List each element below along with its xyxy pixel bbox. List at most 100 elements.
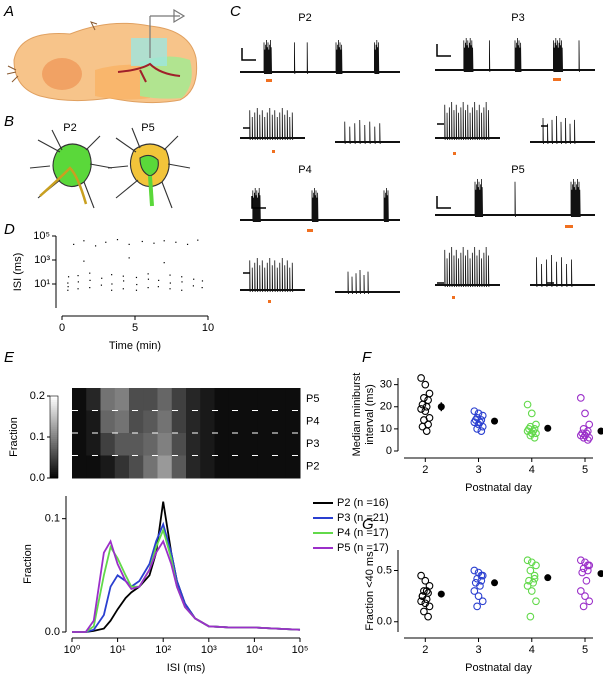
data-point — [477, 571, 486, 580]
data-point — [418, 592, 427, 600]
data-point — [163, 240, 165, 242]
colorbar-strip — [50, 398, 58, 401]
voltage-trace — [435, 37, 595, 73]
x-tick-label: 10⁰ — [64, 644, 81, 656]
heatmap-cell — [86, 410, 101, 434]
x-tick-label: 10¹ — [110, 644, 126, 656]
row-label: P5 — [306, 393, 319, 405]
heatmap-cell — [243, 455, 258, 479]
colorbar-strip — [50, 447, 58, 450]
panel-label: A — [3, 3, 14, 20]
x-tick-label: 0 — [59, 322, 65, 334]
data-point — [147, 273, 149, 275]
data-point — [530, 574, 539, 583]
data-point — [122, 275, 124, 277]
data-point — [153, 242, 155, 244]
colorbar-strip — [50, 404, 58, 407]
data-point — [417, 405, 425, 413]
data-point — [197, 239, 199, 241]
data-point — [136, 283, 138, 286]
colorbar-strip — [50, 439, 58, 442]
data-point — [94, 245, 97, 247]
colorbar-strip — [50, 428, 58, 432]
heatmap-cell — [285, 410, 301, 434]
data-point — [201, 280, 204, 282]
burst-marker — [452, 296, 455, 299]
heatmap-cell — [243, 410, 258, 434]
legend-label: P2 (n =16) — [337, 497, 389, 509]
x-tick-label: 2 — [422, 644, 428, 656]
mean-point — [544, 574, 552, 582]
heatmap-cell — [228, 388, 244, 411]
mean-point — [544, 424, 552, 432]
neuron-label: P5 — [141, 122, 154, 134]
voltage-trace — [435, 101, 500, 141]
x-tick-label: 5 — [582, 644, 588, 656]
colorbar-strip — [50, 412, 58, 415]
heatmap-cell — [271, 410, 287, 434]
scale-bar — [436, 196, 451, 209]
colorbar-strip — [50, 406, 58, 409]
heatmap-cell — [214, 410, 230, 434]
heatmap-cell — [214, 388, 230, 411]
data-point — [201, 287, 203, 289]
voltage-trace — [240, 187, 400, 223]
heatmap-cell — [143, 388, 158, 411]
x-tick-label: 10 — [202, 322, 214, 334]
data-point — [473, 602, 481, 611]
burst-marker — [307, 229, 313, 232]
y-tick-label: 10⁵ — [33, 230, 50, 242]
panel-label: D — [4, 221, 15, 238]
colorbar-strip — [50, 455, 58, 458]
burst-marker — [565, 225, 573, 228]
y-axis-label: Median miniburst — [351, 373, 363, 457]
y-tick-label: 10³ — [34, 254, 50, 266]
data-point — [417, 374, 425, 382]
data-point — [581, 592, 589, 600]
panel-label: E — [4, 349, 15, 366]
data-point — [523, 556, 532, 565]
heatmap-cell — [228, 433, 244, 456]
data-point — [474, 420, 483, 429]
heatmap-cell — [171, 433, 187, 456]
x-tick-label: 4 — [529, 464, 535, 476]
brain-illustration — [6, 8, 198, 104]
traces — [240, 37, 595, 303]
colorbar-strip — [50, 441, 58, 444]
burst-marker — [268, 300, 271, 303]
data-point — [579, 433, 588, 442]
data-point — [532, 561, 540, 570]
heatmap-cell — [143, 455, 158, 479]
voltage-trace — [530, 254, 595, 288]
data-point — [116, 239, 119, 241]
data-point — [576, 556, 585, 565]
data-point — [583, 561, 592, 570]
heatmap-cell — [171, 455, 187, 479]
panel-label: G — [362, 516, 374, 533]
heatmap-cell — [100, 388, 116, 411]
data-point — [470, 566, 479, 575]
data-point — [186, 243, 189, 245]
data-point — [425, 602, 434, 611]
mean-point — [437, 590, 445, 598]
data-point — [585, 597, 594, 606]
burst-marker — [453, 152, 456, 155]
data-point — [420, 607, 428, 616]
voltage-trace — [240, 39, 400, 75]
y-tick-label: 20 — [380, 401, 392, 413]
colorbar-strip — [50, 430, 58, 434]
y-tick-label: 0.5 — [377, 564, 392, 576]
data-point — [67, 289, 69, 291]
heatmap-cell — [72, 410, 87, 434]
mean-point — [437, 403, 445, 411]
x-tick-label: 5 — [582, 464, 588, 476]
heatmap-cell — [200, 388, 215, 411]
data-point — [418, 422, 427, 431]
heatmap-cell — [285, 433, 301, 456]
panel-label: C — [230, 3, 241, 20]
data-point — [111, 289, 113, 291]
heatmap-cell — [186, 410, 201, 434]
heatmap-cell — [285, 455, 301, 479]
panel-label: B — [4, 113, 14, 130]
